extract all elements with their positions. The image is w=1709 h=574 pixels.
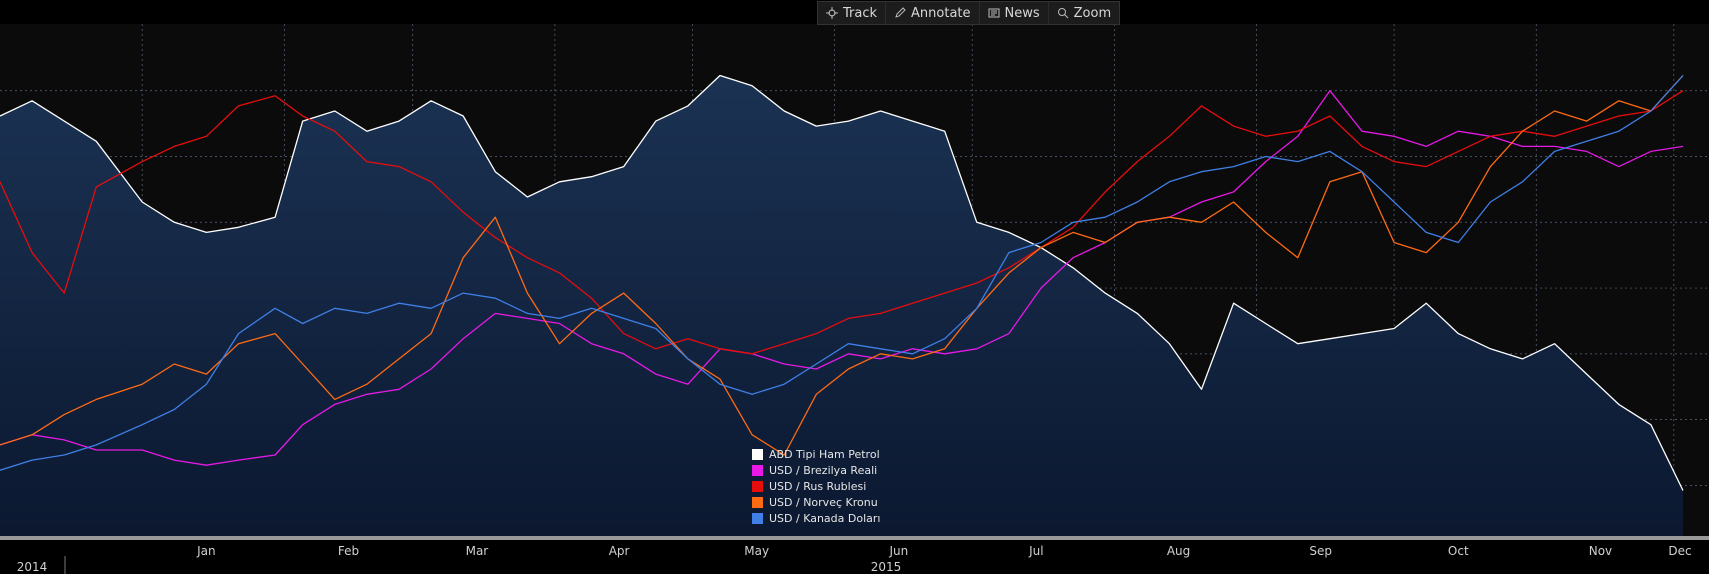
annotate-label: Annotate <box>911 5 971 21</box>
zoom-label: Zoom <box>1073 5 1112 21</box>
x-tick-label: Jul <box>1028 544 1043 558</box>
legend-label: USD / Kanada Doları <box>769 511 881 525</box>
x-tick-label: Jun <box>888 544 908 558</box>
year-label: 2015 <box>871 560 902 574</box>
legend-item-cad[interactable]: USD / Kanada Doları <box>752 510 880 526</box>
legend-label: USD / Rus Rublesi <box>769 479 867 493</box>
x-tick-label: Nov <box>1589 544 1612 558</box>
x-tick-label: Dec <box>1668 544 1691 558</box>
x-tick-label: Aug <box>1167 544 1190 558</box>
year-label: 2014 <box>17 560 48 574</box>
legend-swatch <box>752 480 763 492</box>
x-tick-label: Oct <box>1448 544 1469 558</box>
legend-item-nok[interactable]: USD / Norveç Kronu <box>752 494 880 510</box>
x-tick-label: May <box>744 544 769 558</box>
chart-legend: ABD Tipi Ham Petrol USD / Brezilya Reali… <box>752 446 880 526</box>
x-tick-label: Feb <box>338 544 359 558</box>
legend-swatch <box>752 512 763 524</box>
track-label: Track <box>843 5 878 21</box>
legend-item-crude-oil[interactable]: ABD Tipi Ham Petrol <box>752 446 880 462</box>
series-line-nok[interactable] <box>0 75 1684 456</box>
legend-swatch <box>752 496 763 508</box>
series-line-crude-oil[interactable] <box>0 74 1684 491</box>
lines-layer <box>0 74 1684 491</box>
series-line-brl[interactable] <box>0 90 1684 466</box>
legend-label: USD / Brezilya Reali <box>769 463 878 477</box>
area-layer <box>0 75 1683 536</box>
legend-label: ABD Tipi Ham Petrol <box>769 447 880 461</box>
x-tick-label: Mar <box>466 544 489 558</box>
legend-label: USD / Norveç Kronu <box>769 495 878 509</box>
annotate-button[interactable]: Annotate <box>886 2 980 24</box>
legend-item-brl[interactable]: USD / Brezilya Reali <box>752 462 880 478</box>
series-line-cad[interactable] <box>0 75 1684 471</box>
magnifier-icon <box>1057 8 1069 19</box>
x-tick-label: Sep <box>1309 544 1332 558</box>
chart-toolbar: Track Annotate News Zoom <box>817 1 1121 25</box>
legend-item-rub[interactable]: USD / Rus Rublesi <box>752 478 880 494</box>
pencil-icon <box>895 7 906 18</box>
news-label: News <box>1004 5 1040 21</box>
legend-swatch <box>752 464 763 476</box>
x-tick-label: Apr <box>609 544 630 558</box>
x-axis: Jan Feb Mar Apr May Jun Jul Aug Sep Oct Nov Dec 2014… <box>0 536 1709 574</box>
track-button[interactable]: Track <box>818 2 887 24</box>
series-area-crude-oil <box>0 75 1683 536</box>
series-line-rub[interactable] <box>0 90 1684 355</box>
x-tick-label: Jan <box>196 544 216 558</box>
crosshair-icon <box>826 7 838 19</box>
news-button[interactable]: News <box>980 2 1049 24</box>
legend-swatch <box>752 448 763 460</box>
x-axis-line <box>0 536 1709 540</box>
news-icon <box>988 8 1000 18</box>
zoom-button[interactable]: Zoom <box>1049 2 1119 24</box>
